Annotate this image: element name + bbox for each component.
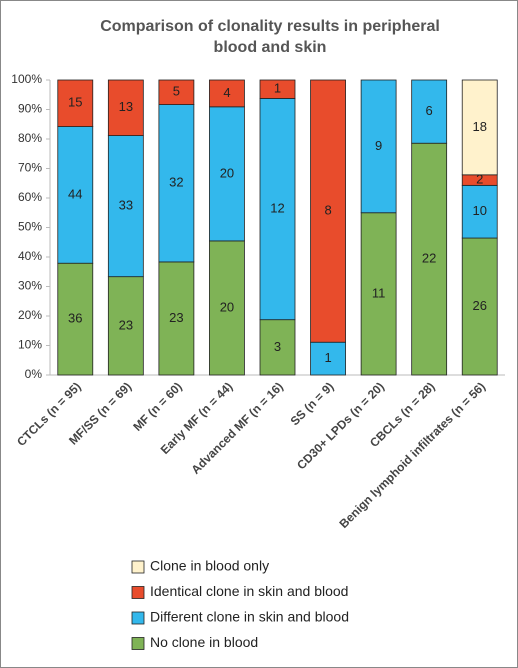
y-tick-label: 100% [11,72,42,86]
y-tick-label: 20% [18,308,42,322]
data-label: 13 [119,99,133,114]
data-label: 8 [324,203,331,218]
bar-segment [360,79,397,214]
data-label: 33 [119,198,133,213]
data-label: 9 [375,138,382,153]
data-label: 20 [220,165,234,180]
y-tick-label: 60% [18,190,42,204]
bar-segment [259,98,296,321]
data-label: 20 [220,299,234,314]
bar-segment [461,237,498,376]
data-label: 1 [324,350,331,365]
chart-title: blood and skin [214,39,327,56]
data-label: 3 [274,339,281,354]
bar-segment [259,79,296,99]
bar-segment [310,79,346,343]
bar-segment [158,79,195,105]
bar-segment [209,240,245,376]
y-tick-label: 10% [18,338,42,352]
bar-segment [310,341,346,376]
legend-swatch [131,637,145,650]
legend-swatch [131,611,145,625]
y-tick-label: 90% [18,102,42,116]
bar-segment [158,261,195,376]
bar-segment [461,184,498,239]
data-label: 23 [169,310,183,325]
data-label: 32 [169,175,183,190]
chart-title: Comparison of clonality results in perip… [100,18,440,35]
legend-label: Identical clone in skin and blood [150,583,348,599]
legend-label: Clone in blood only [150,558,269,574]
bar-segment [209,79,245,108]
data-label: 4 [223,85,230,100]
data-label: 22 [422,251,436,266]
data-label: 2 [476,172,483,187]
bar-segment [107,79,144,136]
bar-segment [57,262,94,376]
y-tick-label: 40% [18,249,42,263]
data-label: 11 [372,285,386,300]
bar-segment [259,319,296,376]
data-label: 12 [270,201,284,216]
data-label: 44 [68,186,82,201]
y-tick-label: 0% [25,367,43,381]
data-label: 23 [119,317,133,332]
data-label: 18 [472,119,486,134]
data-label: 15 [68,95,82,110]
data-label: 26 [472,298,486,313]
bar-segment [209,106,245,242]
data-label: 5 [173,84,180,99]
data-label: 10 [472,203,486,218]
data-label: 6 [426,103,433,118]
data-label: 36 [68,311,82,326]
bar-segment [107,276,144,376]
y-tick-label: 50% [18,220,42,234]
y-tick-label: 70% [18,161,42,175]
bar-segment [461,79,498,176]
bar-segment [360,212,397,376]
bar-segment [411,79,448,144]
legend-label: Different clone in skin and blood [150,609,349,625]
bar-segment [158,104,195,263]
bar-segment [107,135,144,278]
legend-swatch [131,560,145,574]
y-tick-label: 30% [18,279,42,293]
bar-segment [57,126,94,264]
y-tick-label: 80% [18,131,42,145]
legend-swatch [131,586,145,599]
data-label: 1 [274,81,281,96]
legend-label: No clone in blood [150,634,258,650]
bar-segment [57,79,94,127]
